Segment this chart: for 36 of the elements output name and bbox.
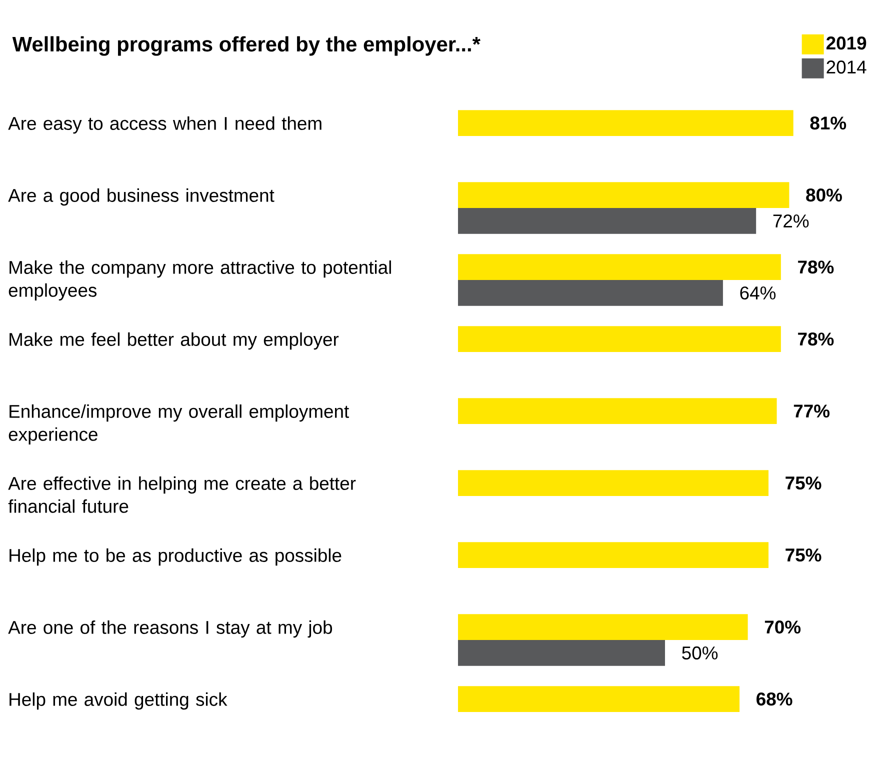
bar [458,614,748,640]
data-label: 80% [806,188,842,202]
legend-label: 2019 [826,36,866,50]
bar [458,686,740,712]
bar [458,182,790,208]
y-tick-label: Are effective in helping me create a better financial future [8,476,356,513]
bar [458,542,769,568]
data-label: 81% [810,116,846,130]
bar [458,110,794,136]
y-tick-label: Are easy to access when I need them [8,116,322,134]
text: Wellbeing programs offered by the employer...* [12,36,480,56]
data-label: 64% [740,286,776,300]
y-tick-label: Enhance/improve my overall employment experience [8,404,349,445]
bar [458,470,769,496]
y-tick-label: Help me to be as productive as possible [10,548,342,566]
data-label: 75% [786,476,822,490]
bar [458,254,781,280]
bar [458,640,666,666]
data-label: 68% [756,692,792,706]
bar [458,398,777,424]
data-label: 70% [764,620,801,634]
data-label: 50% [682,646,718,660]
data-label: 77% [794,404,830,418]
bar [458,208,756,234]
y-tick-label: Are one of the reasons I stay at my job [8,620,332,638]
data-label: 78% [798,260,834,274]
data-label: 72% [773,214,809,228]
bar [458,326,781,352]
y-tick-label: Make me feel better about my employer [10,332,339,350]
data-label: 75% [786,548,822,562]
y-tick-label: Help me avoid getting sick [10,692,228,710]
legend-label: 2014 [826,60,866,74]
y-tick-label: Are a good business investment [8,188,274,206]
data-label: 78% [798,332,834,346]
bar [458,280,723,306]
y-tick-label: Make the company more attractive to potential employees [8,260,391,301]
